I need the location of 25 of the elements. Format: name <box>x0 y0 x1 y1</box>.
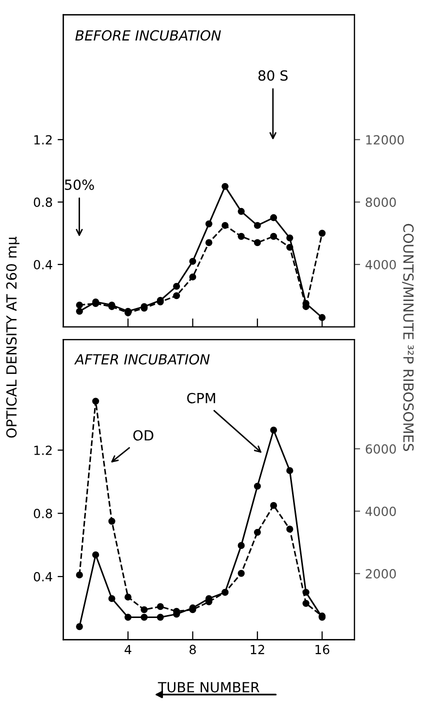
y2-tick-label: 6000 <box>366 444 396 454</box>
x-tick-label: 8 <box>190 644 196 654</box>
y2-tick-label: 12000 <box>366 135 404 145</box>
y2-tick-label: 2000 <box>366 569 396 579</box>
text: BEFORE INCUBATION <box>75 30 221 41</box>
annotation: CPM <box>187 392 216 404</box>
annotation: 50% <box>64 179 94 190</box>
y-tick-label: 0.4 <box>34 572 52 582</box>
annotation: 80 S <box>258 70 288 81</box>
x-tick-label: 4 <box>124 644 132 654</box>
annotation: OD <box>133 430 154 441</box>
y-tick-label: 1.2 <box>34 446 52 455</box>
y-tick-label: 0.8 <box>34 508 52 518</box>
y2-tick-label: 4000 <box>366 260 396 270</box>
y2-axis-title: COUNTS/MINUTE ³²P RIBOSOMES <box>402 224 414 452</box>
x-tick-label: 16 <box>316 644 330 654</box>
y-axis-title: OPTICAL DENSITY AT 260 mμ <box>6 236 20 438</box>
text: AFTER INCUBATION <box>74 354 210 365</box>
x-axis-title: TUBE NUMBER <box>158 682 260 692</box>
y2-tick-label: 8000 <box>366 198 396 207</box>
y2-tick-label: 4000 <box>366 506 396 516</box>
y-tick-label: 0.8 <box>34 198 52 207</box>
y-tick-label: 1.2 <box>34 135 52 144</box>
x-tick-label: 12 <box>250 644 264 654</box>
y-tick-label: 0.4 <box>34 260 52 270</box>
